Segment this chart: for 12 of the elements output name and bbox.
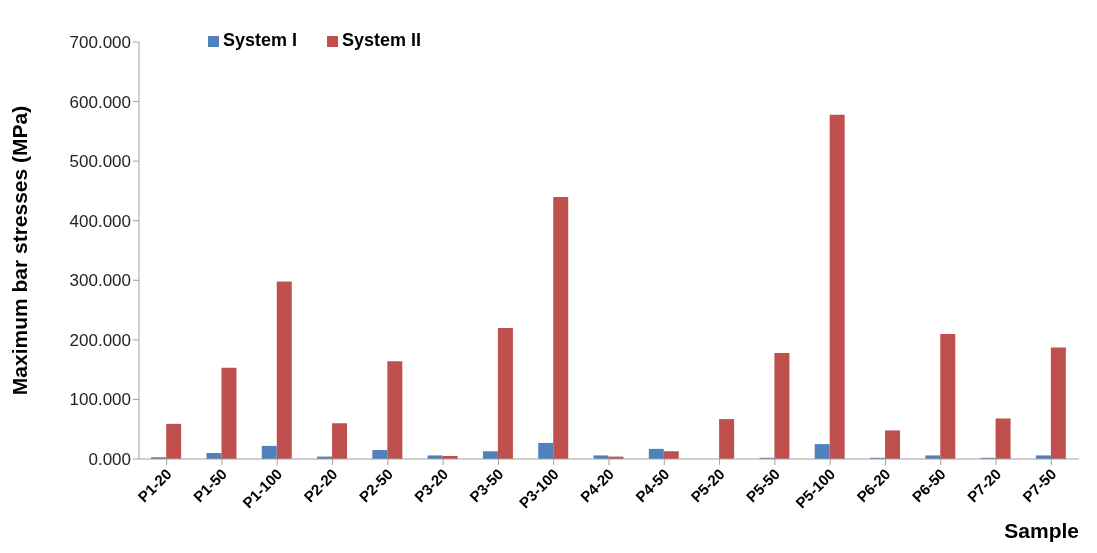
y-tick-label: 0.000 — [88, 450, 131, 470]
y-tick-label: 200.000 — [69, 330, 131, 350]
y-axis-title: Maximum bar stresses (MPa) — [8, 105, 32, 396]
y-tick-label: 500.000 — [69, 152, 131, 172]
y-tick-label: 700.000 — [69, 33, 131, 53]
x-axis-title: Sample — [1004, 519, 1079, 543]
y-tick-label: 600.000 — [69, 92, 131, 112]
legend-label: System II — [342, 30, 422, 50]
y-tick-label: 300.000 — [69, 271, 131, 291]
y-tick-label: 400.000 — [69, 211, 131, 231]
legend-label: System I — [223, 30, 298, 50]
y-tick-label: 100.000 — [69, 390, 131, 410]
